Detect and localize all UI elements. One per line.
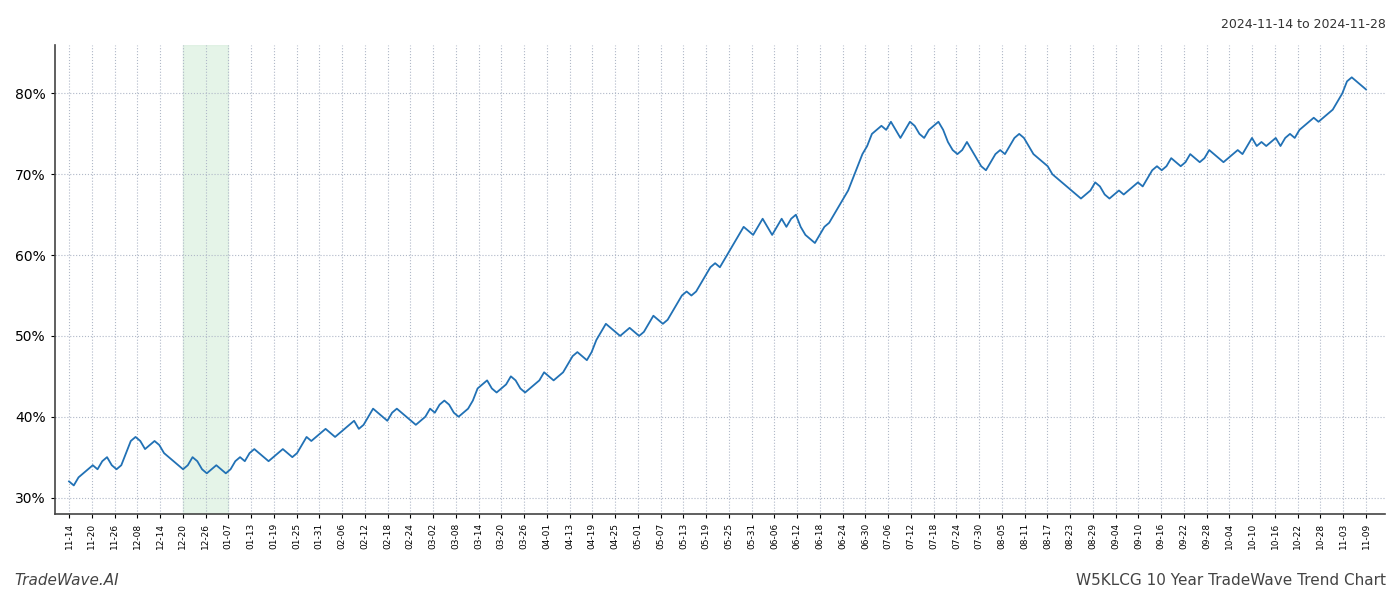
Text: TradeWave.AI: TradeWave.AI	[14, 573, 119, 588]
Text: W5KLCG 10 Year TradeWave Trend Chart: W5KLCG 10 Year TradeWave Trend Chart	[1077, 573, 1386, 588]
Bar	[183, 45, 228, 514]
Text: 2024-11-14 to 2024-11-28: 2024-11-14 to 2024-11-28	[1221, 18, 1386, 31]
